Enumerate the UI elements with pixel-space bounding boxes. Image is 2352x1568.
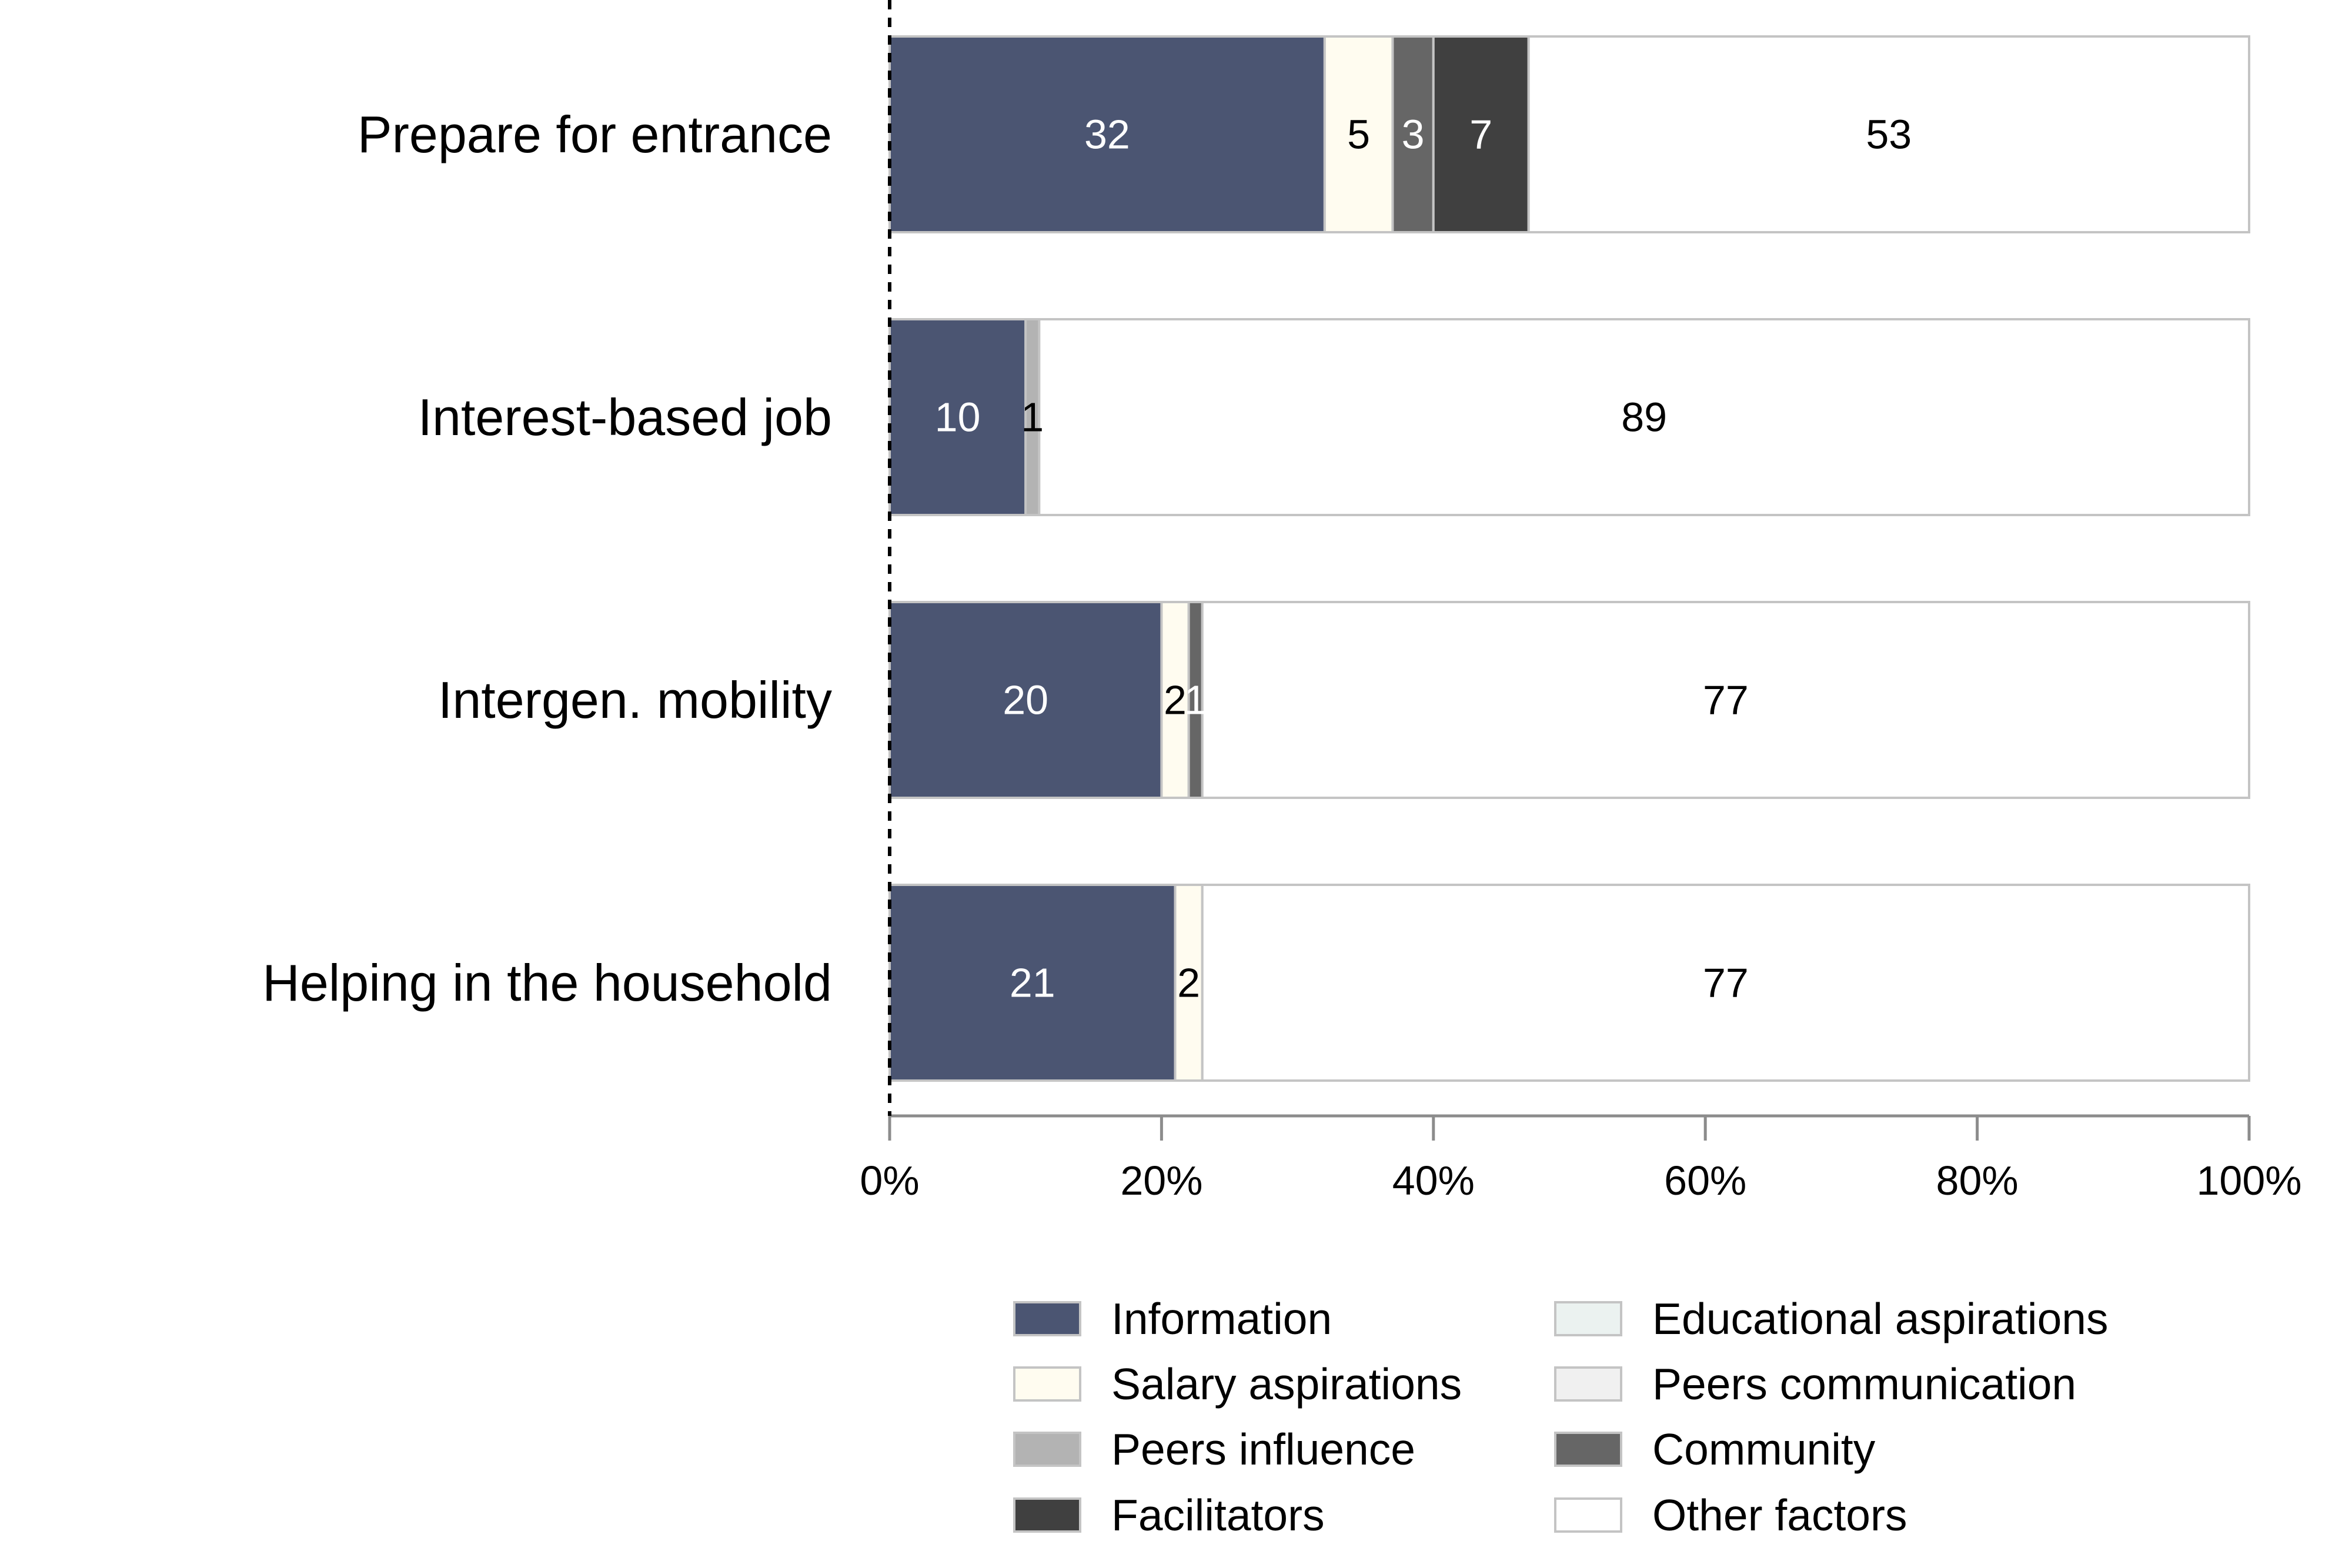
x-tick-label-2: 20%: [1120, 1158, 1202, 1203]
bar-segment-salary-aspirations-4: [1174, 884, 1204, 1082]
category-labels-layer: Prepare for entrance Interest-based job In…: [262, 105, 832, 1012]
data-label-peers-influence-2: 1: [1021, 394, 1044, 440]
category-label-1: Prepare for entrance: [358, 105, 832, 163]
bar-segment-information-2: [888, 318, 1027, 516]
legend-swatch-facilitators: [1013, 1497, 1081, 1533]
bar-segment-information-1: [888, 35, 1326, 233]
legend-swatch-peers-influence: [1013, 1432, 1081, 1467]
x-tick-label-3: 40%: [1392, 1158, 1475, 1203]
data-label-salary-aspirations-1: 5: [1347, 112, 1370, 158]
data-label-information-4: 21: [1010, 960, 1055, 1006]
category-label-4: Helping in the household: [262, 954, 832, 1012]
data-label-community-3: 1: [1184, 677, 1207, 723]
x-tick-label-6: 100%: [2196, 1158, 2301, 1203]
data-label-other-factors-4: 77: [1703, 960, 1749, 1006]
data-label-salary-aspirations-4: 2: [1177, 960, 1200, 1006]
legend-swatch-salary-aspirations: [1013, 1366, 1081, 1402]
legend-swatch-peers-communication: [1554, 1366, 1622, 1402]
data-label-information-1: 32: [1084, 112, 1130, 158]
bar-segment-community-1: [1391, 35, 1435, 233]
legend-label-facilitators: Facilitators: [1111, 1490, 1325, 1540]
data-label-other-factors-3: 77: [1703, 677, 1749, 723]
legend-label-community: Community: [1652, 1425, 1876, 1474]
data-label-other-factors-2: 89: [1621, 394, 1667, 440]
bar-segment-other-factors-3: [1201, 601, 2250, 799]
data-label-other-factors-1: 53: [1866, 112, 1912, 158]
bar-segment-other-factors-4: [1201, 884, 2250, 1082]
legend: Information Educational aspirations Salary…: [1013, 1294, 2109, 1540]
x-axis: 0% 20% 40% 60% 80% 100%: [860, 1114, 2302, 1203]
data-label-information-3: 20: [1003, 677, 1048, 723]
x-tick-label-4: 60%: [1664, 1158, 1746, 1203]
x-tick-label-5: 80%: [1936, 1158, 2019, 1203]
legend-label-educational-aspirations: Educational aspirations: [1652, 1294, 2109, 1343]
legend-label-other-factors: Other factors: [1652, 1490, 1907, 1540]
legend-swatch-information: [1013, 1301, 1081, 1336]
legend-swatch-educational-aspirations: [1554, 1301, 1622, 1336]
data-label-community-1: 3: [1402, 112, 1425, 158]
bar-segment-information-4: [888, 884, 1177, 1082]
bar-segment-salary-aspirations-1: [1323, 35, 1394, 233]
data-label-salary-aspirations-3: 2: [1164, 677, 1187, 723]
legend-label-salary-aspirations: Salary aspirations: [1111, 1359, 1462, 1409]
legend-label-information: Information: [1111, 1294, 1332, 1343]
bar-segment-other-factors-1: [1527, 35, 2250, 233]
data-label-information-2: 10: [935, 394, 981, 440]
category-label-2: Interest-based job: [418, 388, 832, 446]
data-label-facilitators-1: 7: [1469, 112, 1492, 158]
legend-swatch-other-factors: [1554, 1497, 1622, 1533]
legend-label-peers-influence: Peers influence: [1111, 1425, 1415, 1474]
bars-layer: [888, 35, 2250, 1082]
x-tick-label-1: 0%: [860, 1158, 919, 1203]
category-label-3: Intergen. mobility: [438, 671, 832, 729]
bar-segment-information-3: [888, 601, 1163, 799]
legend-swatch-community: [1554, 1432, 1622, 1467]
legend-label-peers-communication: Peers communication: [1652, 1359, 2076, 1409]
bar-segment-other-factors-2: [1038, 318, 2250, 516]
